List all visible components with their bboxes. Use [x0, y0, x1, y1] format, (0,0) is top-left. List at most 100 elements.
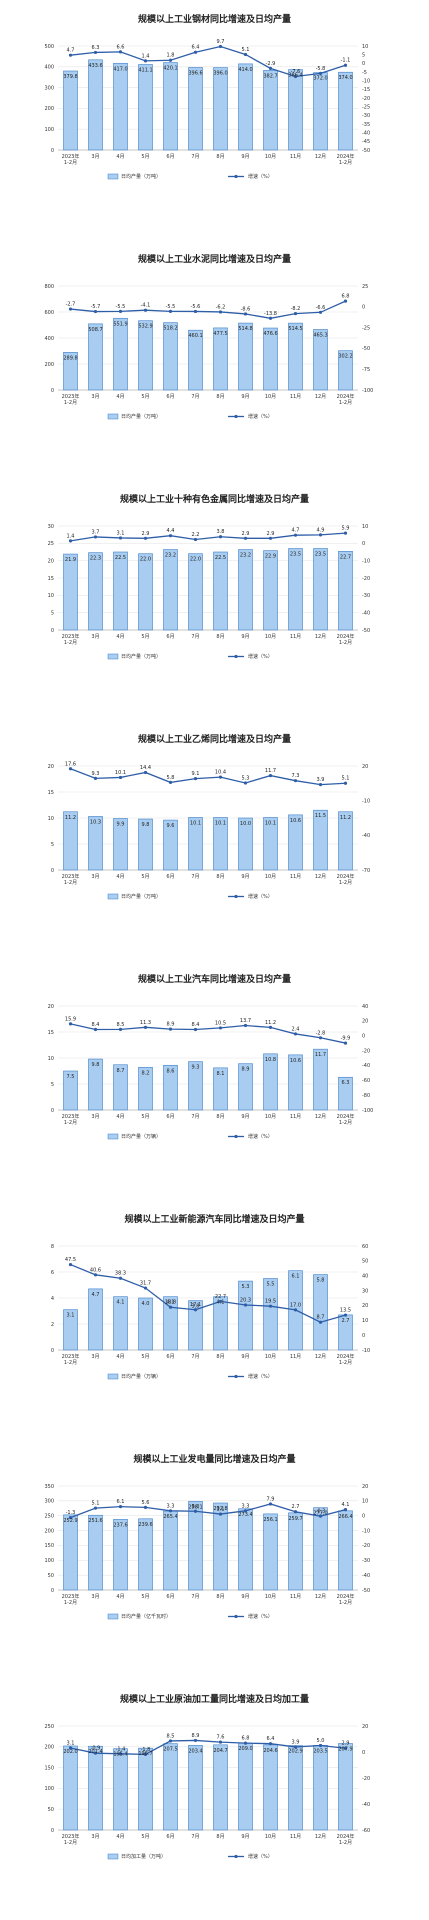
- line-value-label: 14.4: [140, 765, 151, 771]
- line-value-label: 1.8: [167, 53, 175, 59]
- bar-value-label: 372.0: [313, 76, 327, 82]
- left-tick-label: 15: [48, 790, 54, 796]
- legend-bar-label: 日均产量（万吨）: [121, 653, 161, 660]
- line-value-label: -0.9: [91, 1746, 101, 1752]
- line-value-label: 38.3: [115, 1271, 126, 1277]
- bar-value-label: 518.2: [163, 326, 177, 332]
- chart-7: 规模以上工业发电量同比增速及日均产量050100150200250300350-…: [44, 1453, 370, 1620]
- left-tick-label: 100: [44, 1786, 54, 1792]
- line-value-label: 6.4: [267, 1736, 275, 1742]
- right-tick-label: 0: [362, 541, 365, 547]
- bar: [288, 69, 303, 151]
- line-point: [168, 309, 173, 313]
- line-point: [268, 1025, 273, 1029]
- line-point: [243, 1023, 248, 1028]
- chart-title: 规模以上工业钢材同比增速及日均产量: [138, 13, 291, 25]
- bar-value-label: 22.9: [265, 554, 276, 560]
- right-tick-label: -10: [362, 78, 370, 84]
- bar-value-label: 9.6: [167, 823, 175, 829]
- right-tick-label: -10: [362, 1348, 370, 1354]
- line-point: [268, 1502, 273, 1506]
- category-label: 5月: [141, 874, 149, 880]
- right-tick-label: -50: [362, 346, 370, 352]
- line-point: [218, 310, 223, 314]
- bar-value-label: 8.7: [117, 1068, 125, 1074]
- right-tick-label: 20: [362, 1484, 368, 1490]
- legend-bar-swatch: [107, 1613, 119, 1620]
- line-value-label: -7.6: [291, 69, 301, 75]
- category-label: 2024年: [337, 1833, 355, 1840]
- category-label: 2023年: [62, 1353, 80, 1360]
- line-value-label: -5.7: [91, 304, 101, 310]
- bar-value-label: 465.3: [313, 333, 327, 339]
- bar: [338, 1510, 353, 1591]
- line-point: [293, 1308, 298, 1312]
- bar: [63, 1309, 78, 1351]
- bar-value-label: 382.7: [263, 73, 277, 79]
- line-point: [168, 1027, 173, 1031]
- series-line: [70, 1503, 346, 1519]
- bar: [288, 1512, 303, 1591]
- chart-8: 规模以上工业原油加工量同比增速及日均加工量050100150200250-60-…: [44, 1693, 370, 1860]
- bar-value-label: 256.1: [263, 1517, 277, 1523]
- bar: [288, 1745, 303, 1831]
- left-tick-label: 300: [44, 1499, 54, 1505]
- category-label: 9月: [241, 394, 249, 400]
- right-tick-label: -75: [362, 367, 370, 373]
- bar-value-label: 252.9: [63, 1518, 77, 1524]
- category-label: 2024年: [337, 1353, 355, 1360]
- bar-value-label: 207.9: [338, 1747, 352, 1753]
- right-tick-label: 10: [362, 1318, 368, 1324]
- bar: [63, 1514, 78, 1591]
- bar: [238, 1280, 253, 1351]
- bar-value-label: 7.5: [67, 1074, 75, 1080]
- legend-line-label: 增速（%）: [248, 653, 273, 660]
- category-label: 10月: [265, 1114, 276, 1120]
- left-tick-label: 10: [48, 1056, 54, 1062]
- left-tick-label: 0: [51, 1348, 54, 1354]
- bar-value-label: 10.6: [290, 1058, 301, 1064]
- line-point: [243, 536, 248, 540]
- line-value-label: 6.8: [342, 294, 350, 300]
- bar-value-label: 6.3: [342, 1080, 350, 1086]
- bar: [313, 329, 328, 391]
- line-value-label: 8.5: [167, 1733, 175, 1739]
- category-label: 5月: [141, 1114, 149, 1120]
- category-label: 5月: [141, 1354, 149, 1360]
- line-point: [118, 1276, 123, 1280]
- right-tick-label: -25: [362, 104, 370, 110]
- right-tick-label: 40: [362, 1274, 368, 1280]
- bar: [88, 816, 103, 871]
- line-point: [168, 1739, 173, 1743]
- bar: [63, 70, 78, 151]
- bar-value-label: 9.8: [142, 822, 150, 828]
- line-point: [218, 1512, 223, 1516]
- line-point: [118, 50, 123, 54]
- left-tick-label: 400: [44, 65, 54, 71]
- line-point: [218, 1740, 223, 1744]
- bar: [263, 1053, 278, 1111]
- bar-value-label: 22.7: [340, 554, 351, 560]
- category-label: 9月: [241, 634, 249, 640]
- bar: [138, 64, 153, 151]
- line-value-label: -5.6: [191, 304, 201, 310]
- category-label: 8月: [216, 1594, 224, 1600]
- category-label: 2023年: [62, 633, 80, 640]
- left-tick-label: 10: [48, 593, 54, 599]
- right-tick-label: 10: [362, 44, 368, 50]
- line-value-label: 7.3: [292, 773, 300, 779]
- bar-value-label: 5.5: [267, 1282, 275, 1288]
- series-line: [70, 768, 346, 786]
- right-tick-label: 5: [362, 52, 365, 58]
- bar: [188, 553, 203, 631]
- line-point: [343, 299, 348, 303]
- category-label: 8月: [216, 1114, 224, 1120]
- line-value-label: 19.5: [265, 1299, 276, 1305]
- line-value-label: 15.9: [65, 1016, 76, 1022]
- category-label: 8月: [216, 154, 224, 160]
- line-point: [68, 1022, 73, 1026]
- bar: [238, 817, 253, 871]
- line-point: [143, 1286, 148, 1290]
- bar: [263, 70, 278, 151]
- line-value-label: 22.7: [215, 1294, 226, 1300]
